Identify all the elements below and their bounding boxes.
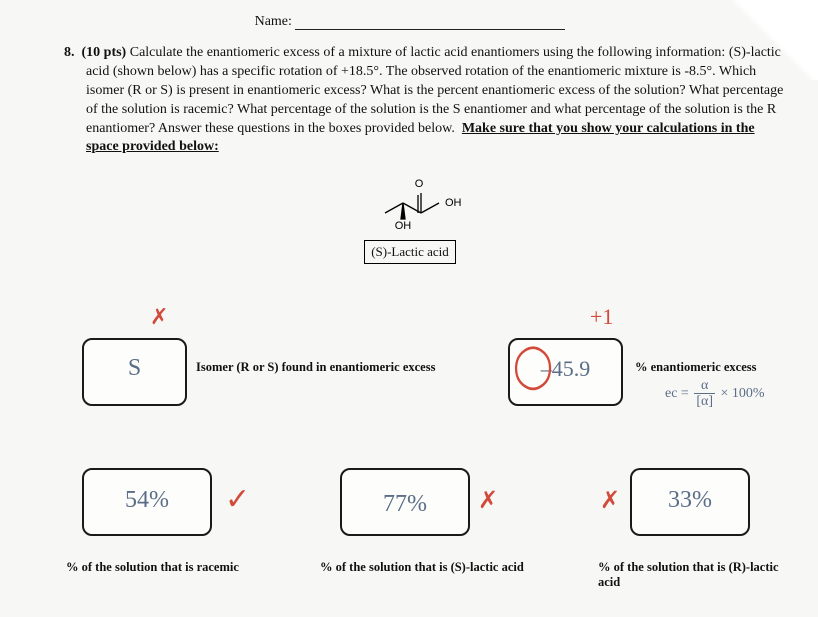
answer-r-value: 33% — [668, 487, 712, 513]
answer-s-value: 77% — [383, 491, 427, 517]
formula-ec: ec = — [665, 386, 689, 401]
molecule-structure: O OH OH (S)-Lactic acid — [30, 165, 790, 264]
answer-box-racemic[interactable]: 54% — [82, 468, 212, 536]
answer-box-r[interactable]: 33% — [630, 468, 750, 536]
caption-racemic: % of the solution that is racemic — [66, 560, 239, 575]
svg-text:OH: OH — [445, 197, 462, 209]
answer-box-ee[interactable]: –45.9 — [508, 338, 623, 406]
name-blank-line[interactable] — [295, 19, 565, 30]
question-8: 8. (10 pts) Calculate the enantiomeric e… — [30, 44, 790, 157]
answer-racemic-value: 54% — [125, 487, 169, 513]
grade-mark-x-1: ✗ — [150, 304, 168, 330]
formula-alpha: α — [694, 378, 715, 394]
answer-isomer-value: S — [128, 355, 141, 381]
name-field-line: Name: — [30, 14, 790, 30]
molecule-label: (S)-Lactic acid — [364, 240, 456, 264]
answer-box-isomer[interactable]: S — [82, 338, 187, 406]
answer-ee-value: –45.9 — [541, 356, 591, 381]
page-corner-fold — [708, 0, 818, 80]
caption-r: % of the solution that is (R)-lactic aci… — [598, 560, 790, 590]
caption-s: % of the solution that is (S)-lactic aci… — [320, 560, 524, 575]
grade-formula: ec = α [α] × 100% — [665, 378, 765, 410]
grade-mark-x-3: ✗ — [600, 486, 620, 515]
formula-bracket-alpha: [α] — [694, 394, 715, 409]
question-number: 8. — [64, 45, 75, 60]
svg-text:OH: OH — [395, 220, 412, 232]
lactic-acid-svg: O OH OH — [355, 165, 465, 233]
caption-ee: % enantiomeric excess — [635, 360, 757, 375]
caption-isomer: Isomer (R or S) found in enantiomeric ex… — [196, 360, 456, 375]
worksheet-page: Name: 8. (10 pts) Calculate the enantiom… — [30, 8, 790, 268]
grade-mark-x-2: ✗ — [478, 486, 498, 515]
grade-mark-plus1: +1 — [590, 304, 613, 330]
grade-mark-check: ✓ — [225, 482, 250, 517]
name-label: Name: — [255, 14, 292, 29]
svg-text:O: O — [415, 178, 424, 190]
answer-box-s[interactable]: 77% — [340, 468, 470, 536]
formula-tail: × 100% — [721, 386, 765, 401]
question-points: (10 pts) — [82, 45, 127, 60]
